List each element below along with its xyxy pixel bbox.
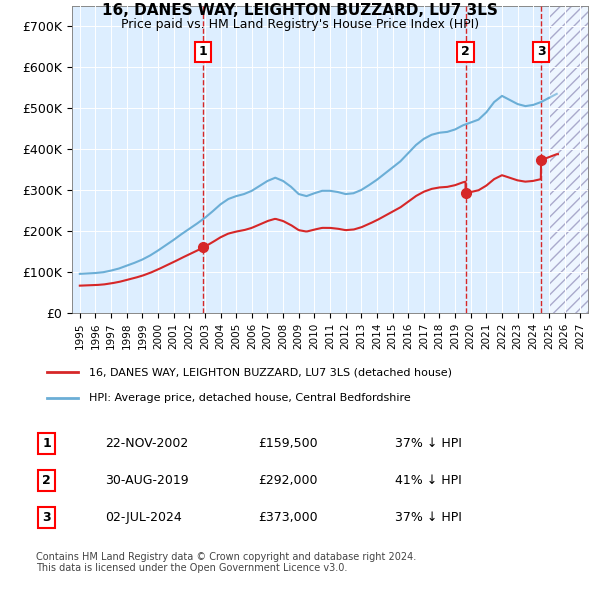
Text: 2: 2 [42,474,51,487]
Text: 1: 1 [42,437,51,450]
Text: 1: 1 [199,45,208,58]
Text: 41% ↓ HPI: 41% ↓ HPI [395,474,462,487]
Text: HPI: Average price, detached house, Central Bedfordshire: HPI: Average price, detached house, Cent… [89,392,410,402]
Bar [549,0,588,313]
Bar [549,0,588,313]
Text: £159,500: £159,500 [258,437,317,450]
Text: 02-JUL-2024: 02-JUL-2024 [104,511,181,524]
Text: 22-NOV-2002: 22-NOV-2002 [104,437,188,450]
Text: 3: 3 [537,45,545,58]
Text: Price paid vs. HM Land Registry's House Price Index (HPI): Price paid vs. HM Land Registry's House … [121,18,479,31]
Text: £373,000: £373,000 [258,511,317,524]
Text: 16, DANES WAY, LEIGHTON BUZZARD, LU7 3LS (detached house): 16, DANES WAY, LEIGHTON BUZZARD, LU7 3LS… [89,368,452,378]
Text: 30-AUG-2019: 30-AUG-2019 [104,474,188,487]
Text: 37% ↓ HPI: 37% ↓ HPI [395,437,462,450]
Text: 16, DANES WAY, LEIGHTON BUZZARD, LU7 3LS: 16, DANES WAY, LEIGHTON BUZZARD, LU7 3LS [102,3,498,18]
Text: 2: 2 [461,45,470,58]
Text: Contains HM Land Registry data © Crown copyright and database right 2024.
This d: Contains HM Land Registry data © Crown c… [36,552,416,573]
Text: 3: 3 [42,511,51,524]
Bar [549,6,588,313]
Text: 37% ↓ HPI: 37% ↓ HPI [395,511,462,524]
Text: £292,000: £292,000 [258,474,317,487]
